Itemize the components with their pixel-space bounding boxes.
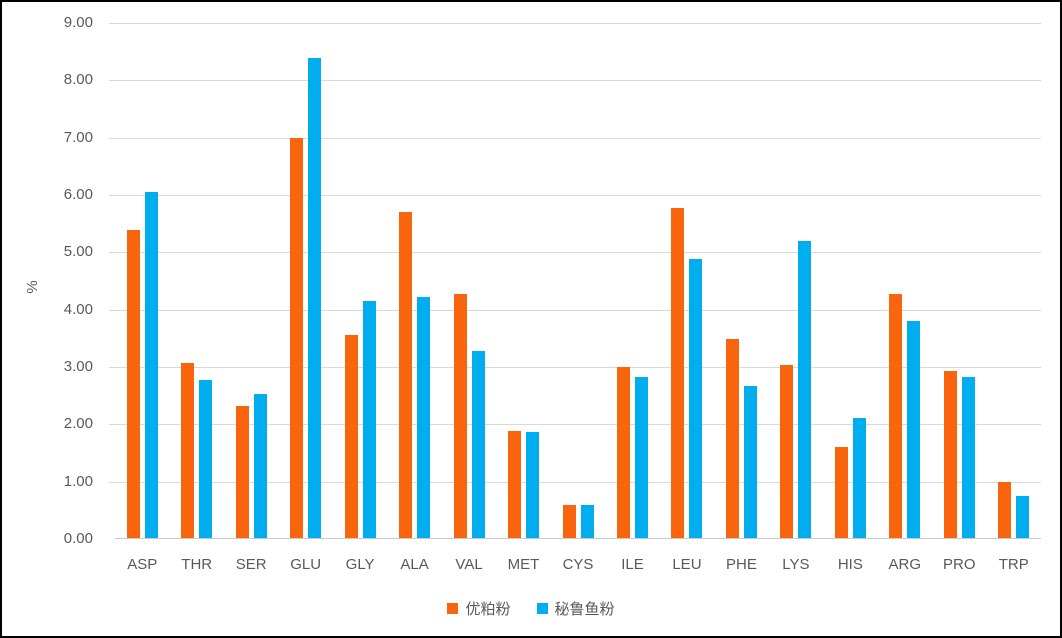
x-tick-label-phe: PHE	[725, 556, 757, 573]
bar-phe-series-2	[743, 385, 757, 538]
bar-glu-series-1	[290, 137, 304, 538]
bar-glu-series-2	[308, 58, 322, 538]
y-axis-title: %	[24, 280, 41, 294]
bar-thr-series-2	[199, 379, 213, 538]
x-tick-label-trp: TRP	[998, 556, 1029, 573]
y-tick-label: 9.00	[63, 14, 93, 31]
y-tick-label: 2.00	[63, 415, 93, 433]
gridline	[109, 23, 1041, 24]
bar-ser-series-1	[235, 405, 249, 538]
y-tick-label: 8.00	[63, 71, 93, 89]
gridline	[109, 252, 1041, 254]
bar-ser-series-2	[253, 393, 267, 538]
x-tick-label-arg: ARG	[888, 556, 922, 573]
x-tick-label-cys: CYS	[562, 556, 594, 573]
legend-label-series-1: 优粕粉	[465, 601, 511, 618]
bar-arg-series-2	[907, 320, 921, 538]
x-tick-label-pro: PRO	[943, 556, 976, 573]
x-tick-label-val: VAL	[455, 556, 483, 573]
y-tick-label: 7.00	[63, 128, 93, 146]
x-tick-label-ile: ILE	[621, 556, 644, 573]
bar-trp-series-2	[1016, 496, 1030, 538]
bar-arg-series-1	[889, 293, 903, 538]
bar-gly-series-2	[362, 300, 376, 538]
x-tick-label-asp: ASP	[127, 556, 158, 573]
y-tick-label: 0.00	[63, 530, 93, 547]
bar-his-series-2	[852, 417, 866, 538]
x-tick-label-glu: GLU	[290, 556, 322, 573]
bar-met-series-1	[508, 430, 522, 538]
bar-leu-series-1	[671, 208, 685, 538]
x-tick-label-ala: ALA	[400, 556, 429, 573]
bar-gly-series-1	[344, 335, 358, 538]
legend-label-series-2: 秘鲁鱼粉	[554, 601, 615, 618]
bar-val-series-2	[471, 350, 485, 538]
bar-asp-series-2	[144, 191, 158, 538]
bar-met-series-2	[526, 431, 540, 538]
bar-pro-series-2	[961, 377, 975, 538]
gridline	[109, 195, 1041, 196]
gridline	[109, 309, 1041, 311]
x-tick-label-his: HIS	[837, 556, 863, 573]
y-tick-label: 1.00	[63, 472, 93, 490]
gridline	[109, 481, 1041, 483]
legend-item-series-2: 秘鲁鱼粉	[536, 598, 615, 619]
bar-asp-series-1	[126, 229, 140, 538]
x-tick-label-met: MET	[507, 556, 540, 573]
plot-area	[109, 23, 1041, 539]
series-1-swatch-icon	[447, 603, 459, 614]
x-tick-label-gly: GLY	[345, 556, 375, 573]
bar-leu-series-2	[689, 258, 703, 538]
bar-ile-series-1	[616, 366, 630, 538]
y-tick-label: 5.00	[63, 243, 93, 261]
x-tick-label-leu: LEU	[672, 556, 702, 573]
y-tick-label: 4.00	[63, 300, 93, 318]
bar-ala-series-2	[417, 297, 431, 538]
gridline	[109, 424, 1041, 426]
legend-item-series-1: 优粕粉	[447, 598, 511, 619]
gridline	[109, 367, 1041, 368]
bar-trp-series-1	[998, 482, 1012, 538]
x-tick-label-ser: SER	[235, 556, 267, 573]
gridline	[109, 137, 1041, 139]
bar-ile-series-2	[634, 377, 648, 538]
y-tick-label: 3.00	[63, 358, 93, 375]
bar-lys-series-1	[780, 364, 794, 538]
bar-cys-series-2	[580, 505, 594, 538]
x-tick-label-thr: THR	[181, 556, 213, 573]
bar-phe-series-1	[725, 339, 739, 538]
bar-ala-series-1	[399, 212, 413, 538]
gridline	[109, 80, 1041, 82]
bar-thr-series-1	[181, 362, 195, 538]
x-tick-label-lys: LYS	[782, 556, 810, 573]
bar-cys-series-1	[562, 505, 576, 538]
bar-lys-series-2	[798, 241, 812, 538]
series-2-swatch-icon	[536, 603, 548, 614]
bar-pro-series-1	[943, 371, 957, 538]
bar-his-series-1	[834, 446, 848, 538]
bar-val-series-1	[453, 293, 467, 538]
chart-legend: 优粕粉 秘鲁鱼粉	[2, 598, 1060, 619]
y-tick-label: 6.00	[63, 186, 93, 203]
